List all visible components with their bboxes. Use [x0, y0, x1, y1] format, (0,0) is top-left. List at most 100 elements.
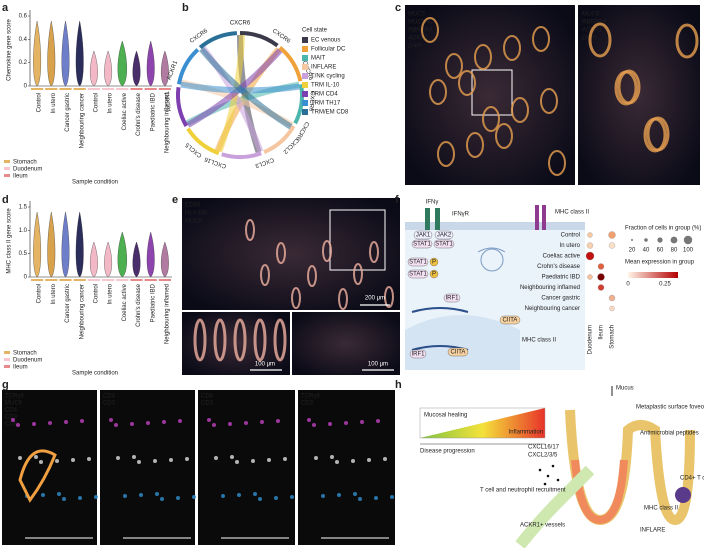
- stain-label: MUC6: [408, 12, 426, 18]
- sample-bar: [31, 88, 44, 90]
- row-label: Paediatric IBD: [542, 275, 581, 281]
- legend-swatch: [4, 365, 10, 368]
- stain-label: TCRγδ: [301, 394, 320, 400]
- node-label: STAT1: [413, 242, 431, 248]
- node-label: P: [432, 260, 436, 266]
- node-box: [407, 269, 429, 279]
- x-tick-label: Neighbouring cancer: [79, 93, 85, 148]
- dot: [587, 274, 593, 280]
- legend-swatch: [302, 82, 308, 88]
- cell: [178, 419, 182, 423]
- gland: [260, 264, 270, 286]
- gland: [245, 219, 255, 241]
- cell: [153, 459, 157, 463]
- cell: [39, 460, 43, 464]
- node-label: P: [432, 272, 436, 278]
- sample-bar: [116, 279, 129, 281]
- stain-label: RBFPRA: [408, 28, 432, 34]
- legend-swatch: [302, 109, 308, 115]
- arrow: [477, 247, 506, 253]
- cell: [87, 457, 91, 461]
- chord-arc: [176, 87, 189, 127]
- cell: [176, 496, 180, 500]
- chord-label: CXCL16: [203, 155, 227, 169]
- dot: [597, 263, 605, 270]
- cell: [351, 459, 355, 463]
- chord-arc: [186, 127, 220, 156]
- sample-bar: [158, 88, 171, 90]
- gland: [540, 88, 558, 114]
- cell: [18, 456, 22, 460]
- gland: [532, 26, 550, 52]
- stain-label: ACKR1: [407, 36, 428, 42]
- t-cell: [675, 487, 691, 503]
- label: MHC class II: [555, 210, 589, 216]
- cell: [146, 421, 150, 425]
- cell: [228, 422, 232, 426]
- legend-label: EC venous: [311, 38, 340, 44]
- label: MHC class II: [644, 506, 678, 512]
- cell: [367, 458, 371, 462]
- node-box: [443, 293, 461, 303]
- x-tick-label: Coeliac active: [122, 92, 128, 130]
- x-tick-label: Crohn's disease: [136, 283, 142, 326]
- cell: [78, 496, 82, 500]
- x-tick-label: Control: [93, 284, 99, 303]
- gland: [511, 97, 529, 123]
- violin: [104, 50, 112, 87]
- row-label: Cancer gastric: [541, 296, 580, 302]
- legend-label: INFLARE: [311, 65, 336, 71]
- gland: [421, 17, 439, 43]
- stain-label: DAPI: [408, 44, 422, 50]
- cell: [139, 493, 143, 497]
- stain-label: CD4: [103, 394, 116, 400]
- cell: [109, 418, 113, 422]
- legend-swatch: [302, 64, 308, 70]
- sample-bar: [45, 279, 58, 281]
- node-box: [434, 230, 454, 240]
- micrograph-inset: [292, 312, 400, 375]
- cell: [162, 420, 166, 424]
- y-axis-title: MHC class II gene score: [7, 208, 13, 274]
- panel-label: b: [182, 2, 189, 14]
- panel-label: e: [172, 194, 178, 206]
- chord-arc: [293, 83, 304, 125]
- x-tick-label: Control: [93, 93, 99, 112]
- violin: [75, 211, 84, 278]
- node-label: JAK2: [437, 233, 452, 239]
- legend-title: Mean expression in group: [625, 260, 695, 266]
- sample-bar: [116, 88, 129, 90]
- dot: [608, 231, 616, 239]
- dot: [609, 305, 615, 312]
- cell: [207, 418, 211, 422]
- y-tick-label: 0.4: [19, 37, 28, 43]
- micrograph: [405, 5, 575, 185]
- violin: [104, 241, 112, 278]
- legend-swatch: [302, 73, 308, 79]
- x-tick-label: Neighbouring cancer: [79, 284, 85, 339]
- sample-bar: [59, 279, 72, 281]
- gland: [503, 35, 521, 61]
- scale-label: 100 μm: [255, 362, 275, 368]
- x-tick-label: In utero: [108, 283, 114, 304]
- stain-label: TCRγδ: [5, 394, 24, 400]
- dot: [587, 232, 593, 238]
- label: ACKR1+ vessels: [520, 523, 565, 529]
- violin: [132, 50, 141, 87]
- gland: [322, 240, 332, 262]
- label: CXCL2/3/5: [528, 453, 558, 459]
- legend-label: Duodenum: [13, 167, 42, 173]
- cell: [328, 422, 332, 426]
- gland: [675, 23, 699, 59]
- legend-tick: 80: [671, 248, 678, 254]
- dot: [597, 273, 605, 281]
- node-label: JAK1: [416, 233, 431, 239]
- cell: [230, 455, 234, 459]
- dot: [597, 284, 605, 291]
- cell: [260, 420, 264, 424]
- label: Antimicrobial peptides: [640, 431, 699, 437]
- cell: [62, 497, 66, 501]
- cell: [267, 458, 271, 462]
- cell: [335, 460, 339, 464]
- gland: [445, 53, 463, 79]
